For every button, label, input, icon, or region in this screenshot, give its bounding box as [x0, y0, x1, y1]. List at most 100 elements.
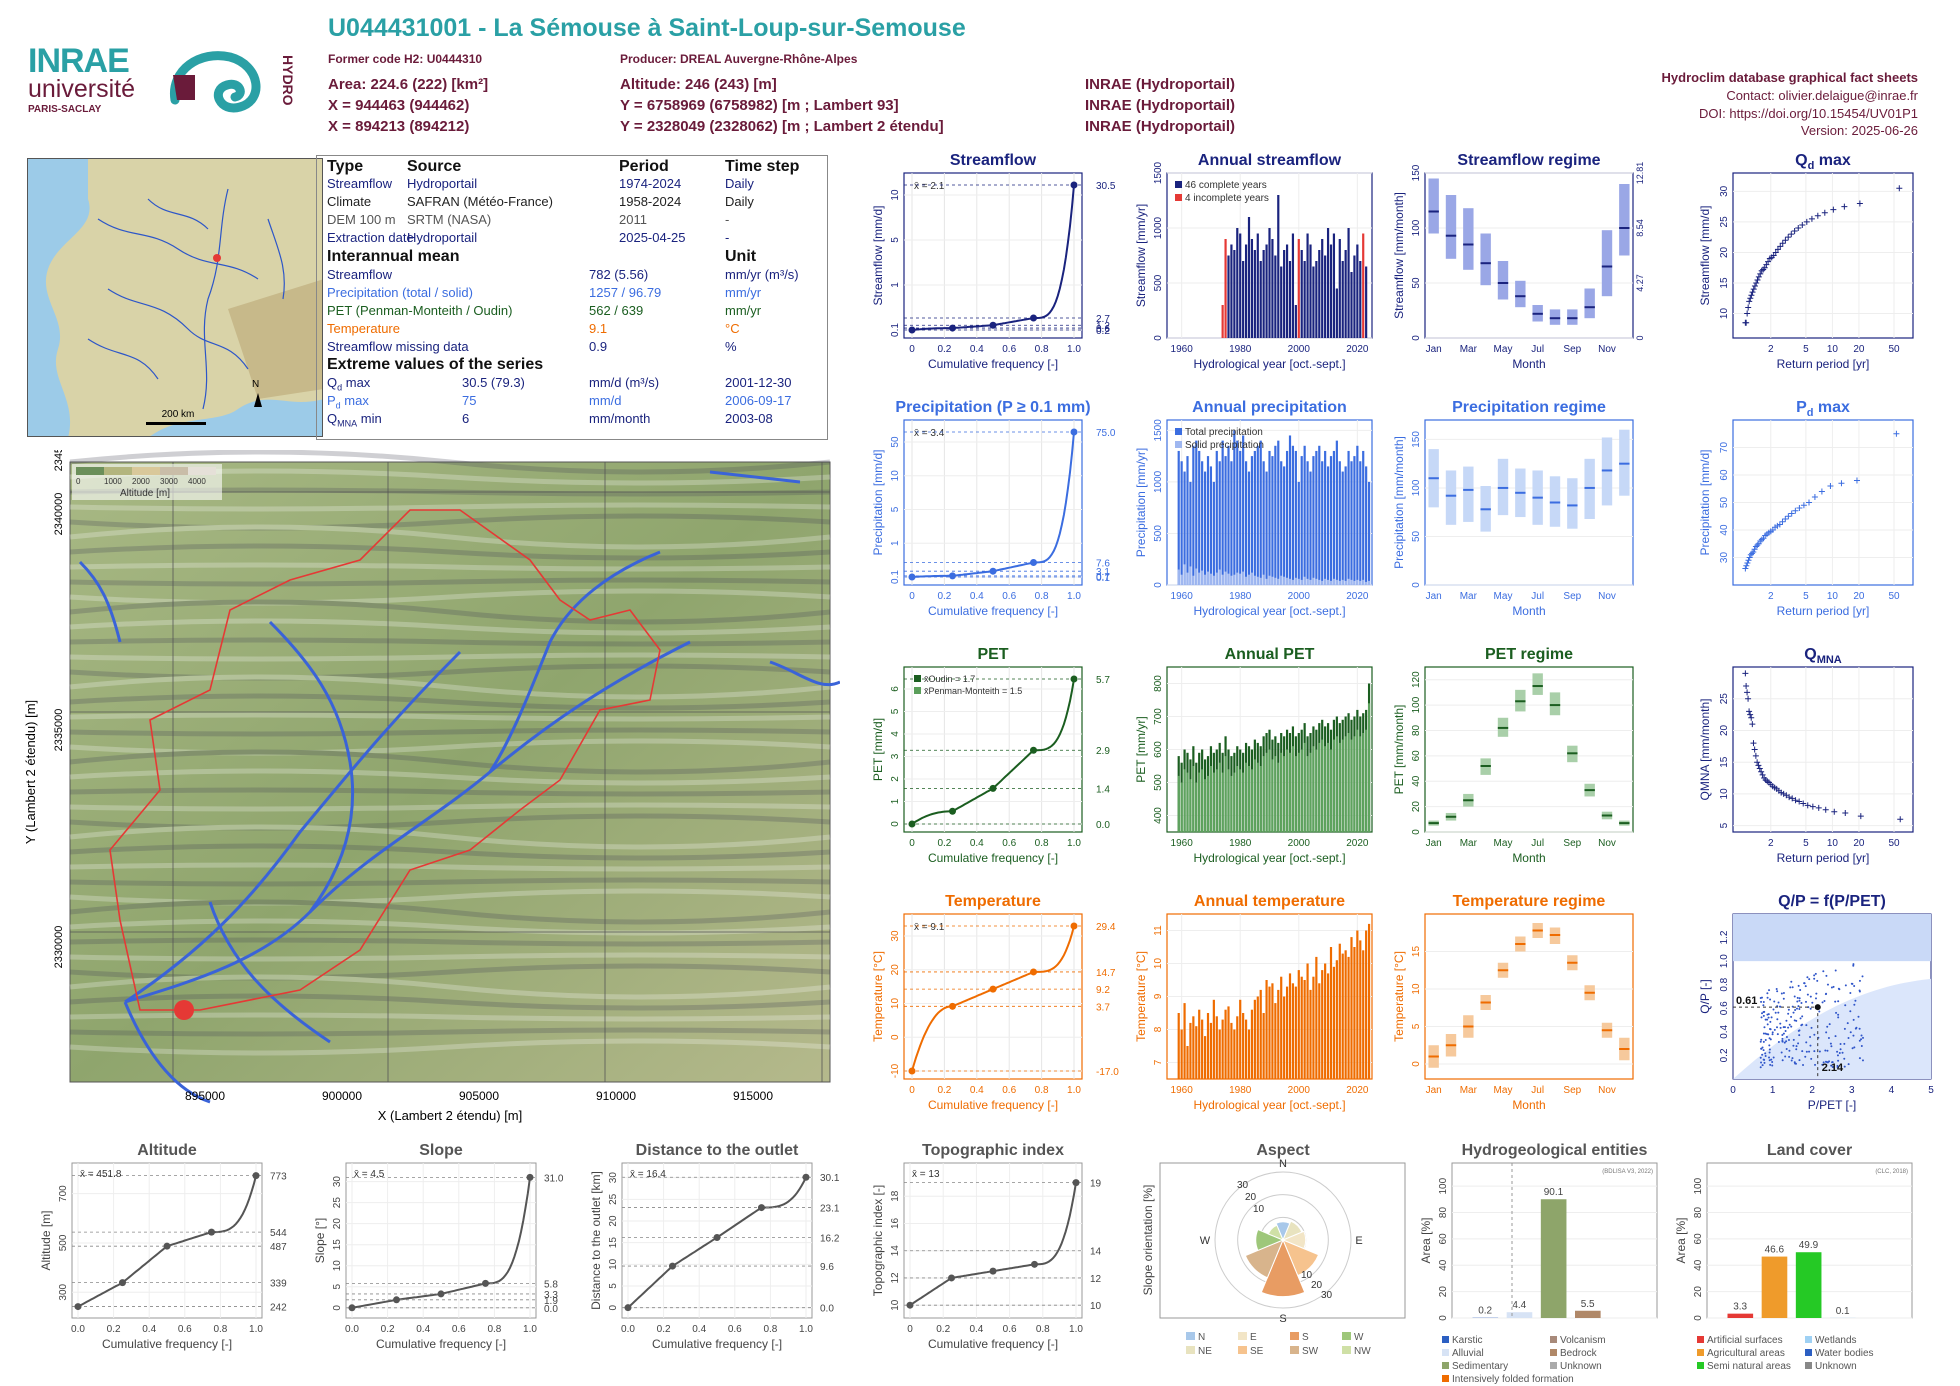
x-tick-label: 0.4: [970, 591, 984, 602]
scatter-point: [1860, 1045, 1863, 1048]
y-tick-label: 10: [890, 189, 901, 201]
y-tick-label: 25: [1719, 216, 1730, 228]
y-tick-label: 5: [1719, 822, 1730, 828]
scatter-point: [1770, 1016, 1773, 1019]
bar: [1332, 966, 1336, 1079]
chart-title: Distance to the outlet: [636, 1142, 799, 1159]
x-axis-label: Hydrological year [oct.-sept.]: [1193, 357, 1345, 371]
bar-solid: [1198, 572, 1201, 585]
bar: [1367, 923, 1371, 1079]
scatter-point: [1770, 1058, 1773, 1061]
legend-label: Semi natural areas: [1707, 1361, 1791, 1372]
right-quantile-label: 544: [270, 1228, 287, 1239]
scatter-point: [1759, 1056, 1762, 1059]
bar-solid: [1215, 572, 1218, 585]
bar-secondary: [1332, 739, 1336, 832]
data-point: [1782, 516, 1789, 522]
box: [1567, 478, 1578, 529]
right-tick-label: 12.81: [1635, 162, 1645, 185]
hillshade-band: [69, 618, 831, 636]
y-tick-label: 700: [58, 1185, 69, 1202]
y-tick-label: 5: [890, 708, 901, 714]
data-point: [1756, 765, 1763, 772]
river-line: [124, 650, 462, 1004]
x-axis-label: Return period [yr]: [1777, 604, 1870, 618]
bar: [1365, 930, 1368, 1079]
x-tick-label: 50: [1888, 591, 1900, 602]
x-tick-label: 20: [1853, 591, 1865, 602]
data-point: [1896, 185, 1903, 192]
legend-swatch: [1442, 1362, 1449, 1369]
data-point: [1796, 505, 1803, 511]
map-x-tick: 910000: [596, 1089, 636, 1103]
scatter-point: [1794, 1009, 1797, 1012]
x-tick-label: 2: [1809, 1085, 1815, 1096]
bar: [1256, 445, 1259, 585]
bar: [1256, 233, 1259, 338]
data-point: [1742, 565, 1749, 572]
data-point: [1770, 252, 1777, 259]
data-point: [1759, 771, 1766, 778]
x-tick-label: 0.4: [142, 1324, 156, 1335]
bar-solid: [1332, 578, 1336, 585]
y-axis-label: Q/P [-]: [1698, 979, 1712, 1013]
title-part: Precipitation (P ≥ 0.1 mm): [895, 399, 1090, 416]
scatter-point: [1823, 1000, 1826, 1003]
scatter-point: [1831, 1061, 1834, 1064]
legend-swatch: [1290, 1346, 1299, 1354]
scatter-point: [1826, 983, 1829, 986]
scatter-point: [1762, 1001, 1765, 1004]
right-quantile-label: 339: [270, 1279, 287, 1290]
scatter-point: [1843, 1065, 1846, 1068]
bar-secondary: [1326, 742, 1330, 832]
data-point: [1744, 310, 1751, 317]
altitude-legend-swatch: [160, 467, 188, 475]
bar: [1262, 461, 1265, 585]
x-tick-label: 0.6: [1002, 838, 1016, 849]
y-tick-label: 18: [890, 1190, 901, 1202]
scatter-point: [1858, 1027, 1861, 1030]
compass-label: W: [1200, 1235, 1211, 1247]
data-point: [1803, 218, 1810, 225]
chart-pd_max: Pd max 30 40 50 60 70 2 5 10 20 50 Precipitation [m…: [1698, 399, 1914, 618]
x-tick-label: 0.0: [621, 1324, 635, 1335]
scatter-point: [1834, 1035, 1837, 1038]
y-tick-label: 10: [890, 470, 901, 482]
hillshade-band: [69, 843, 831, 861]
y-tick-label: 30: [890, 930, 901, 942]
bar: [1294, 986, 1297, 1079]
legend-swatch: [1186, 1346, 1195, 1354]
bar: [1242, 435, 1245, 585]
bar: [1198, 450, 1201, 585]
scatter-point: [1813, 1033, 1816, 1036]
db-title: Hydroclim database graphical fact sheets: [1661, 70, 1918, 85]
legend-label: x̄Penman-Monteith = 1.5: [924, 686, 1022, 696]
x-tick-label: 1980: [1229, 344, 1252, 355]
header-extreme-values: Extreme values of the series: [327, 356, 544, 373]
hillshade-band: [69, 652, 831, 662]
extreme-name: Qd max: [327, 375, 371, 393]
bar-value-label: 0.2: [1478, 1306, 1492, 1317]
bar: [1198, 1009, 1201, 1079]
plot-frame: [903, 1162, 1083, 1319]
legend-swatch: [914, 675, 921, 682]
chart-title: Streamflow: [950, 152, 1037, 169]
bar-secondary: [1180, 782, 1183, 832]
x-tick-label: 0: [909, 1085, 915, 1096]
bar-value-label: 46.6: [1765, 1245, 1785, 1256]
quantile-point: [949, 1002, 956, 1010]
scatter-point: [1816, 979, 1819, 982]
title-part: Precipitation regime: [1452, 399, 1606, 416]
y-tick-label: 50: [1411, 530, 1422, 542]
bar: [1177, 1013, 1180, 1079]
annotation-y: 0.61: [1736, 995, 1757, 1007]
bar-secondary: [1259, 766, 1262, 832]
page-title: U044431001 - La Sémouse à Saint-Loup-sur…: [328, 14, 966, 42]
scatter-point: [1849, 991, 1852, 994]
info-period: 1958-2024: [619, 194, 682, 209]
plot-frame: [1732, 172, 1914, 339]
chart-title: Annual streamflow: [1198, 152, 1342, 169]
bar: [1239, 233, 1242, 338]
right-quantile-label: 12: [1090, 1274, 1102, 1285]
